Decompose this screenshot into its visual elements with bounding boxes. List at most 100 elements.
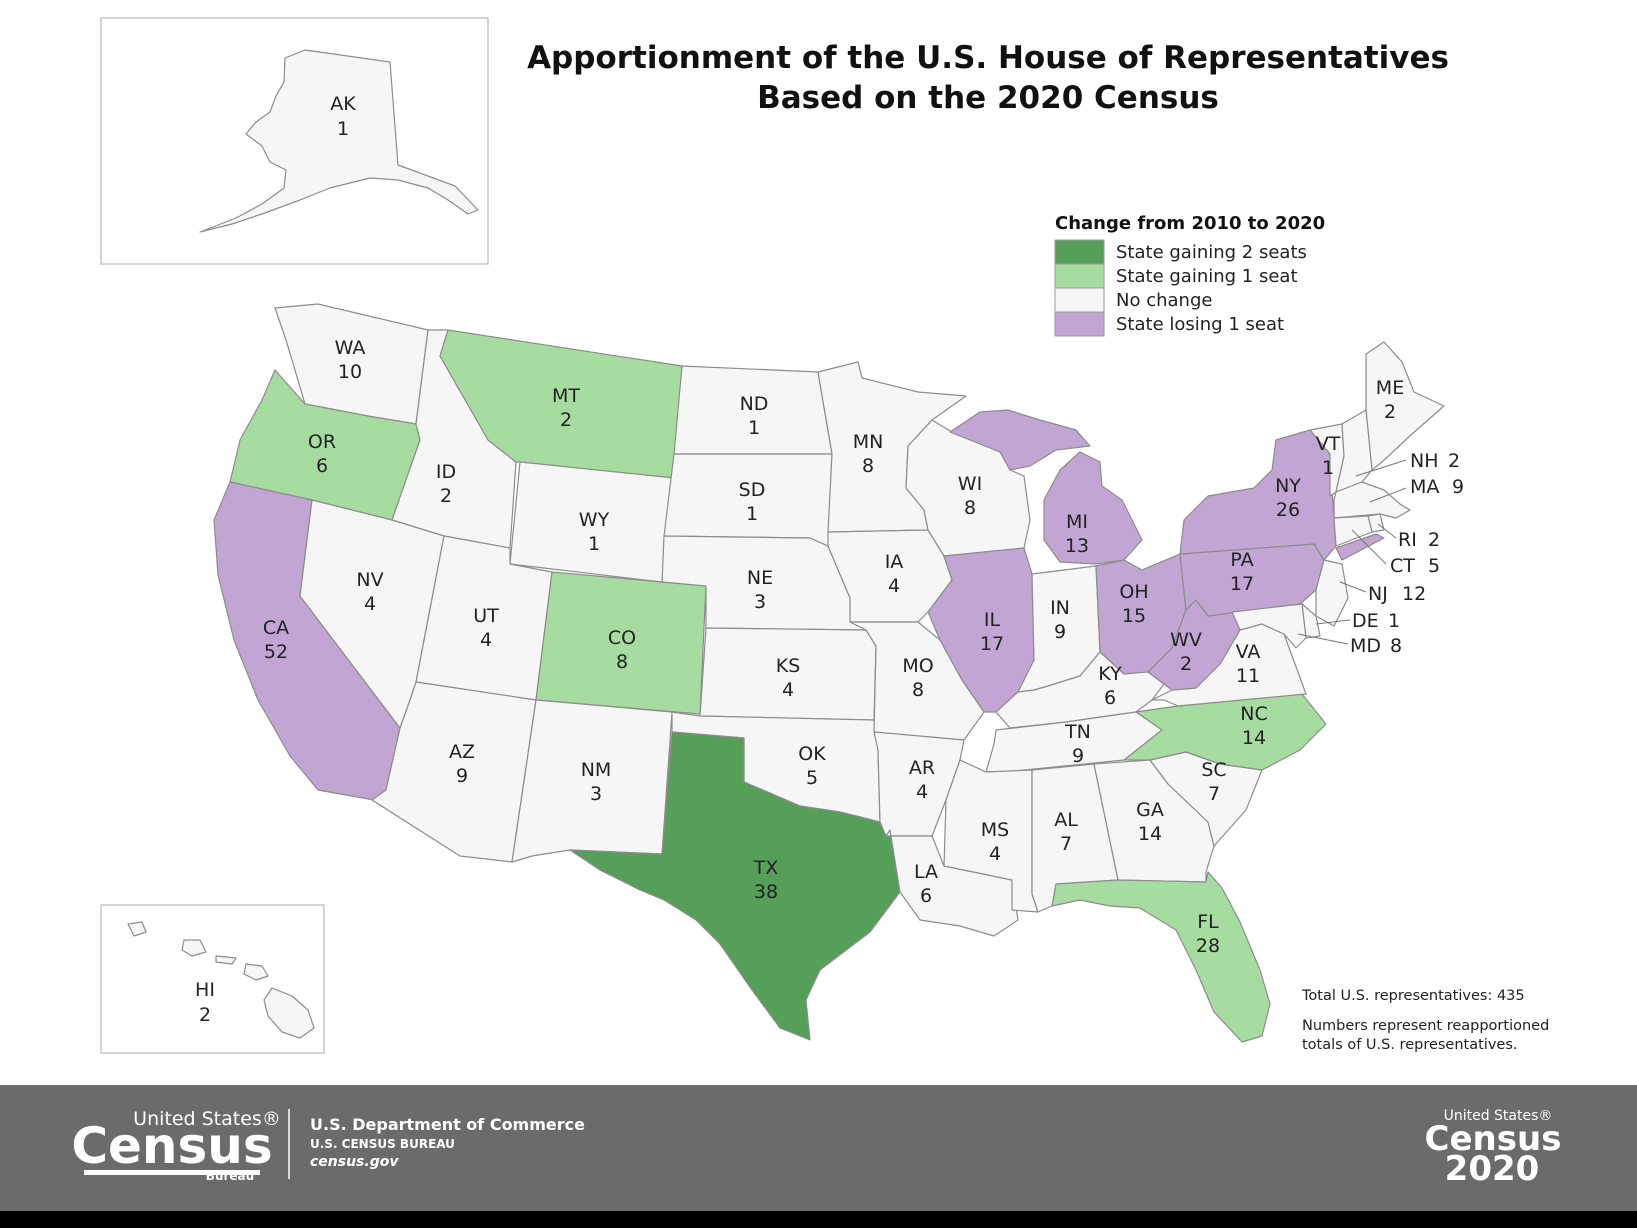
legend-label-gain1: State gaining 1 seat	[1116, 266, 1298, 287]
state-label-vt-seats: 1	[1322, 457, 1334, 479]
state-label-ok-abbr: OK	[798, 743, 826, 765]
state-label-ms-seats: 4	[989, 843, 1001, 865]
state-label-ca-seats: 52	[264, 641, 288, 663]
footer-bar	[0, 1085, 1637, 1211]
state-label-de-abbr: DE	[1352, 610, 1379, 632]
state-labels: WA 10 OR 6 CA 52 ID 2 NV 4 MT 2 WY 1 UT …	[263, 337, 1404, 957]
state-label-az-abbr: AZ	[449, 741, 475, 763]
logo-underline	[84, 1170, 260, 1175]
state-tx[interactable]	[569, 731, 901, 1041]
state-label-va-abbr: VA	[1236, 641, 1261, 663]
state-la[interactable]	[885, 829, 1019, 937]
legend: Change from 2010 to 2020 State gaining 2…	[1054, 213, 1325, 337]
state-label-tn-seats: 9	[1072, 745, 1084, 767]
state-label-wy-seats: 1	[588, 533, 600, 555]
state-label-mt-abbr: MT	[552, 385, 580, 407]
leader-ct	[1351, 529, 1387, 565]
state-label-ri-seats: 2	[1428, 529, 1440, 551]
footer-dept: U.S. Department of Commerce	[310, 1115, 585, 1134]
state-hi-molokai[interactable]	[215, 955, 237, 965]
state-label-ks-seats: 4	[782, 679, 794, 701]
state-hi-kauai[interactable]	[127, 921, 147, 937]
logo2-main-text: Census	[1425, 1119, 1562, 1159]
note-numbers-line2: totals of U.S. representatives.	[1302, 1037, 1518, 1053]
logo-sub-text: Bureau	[206, 1169, 254, 1183]
state-label-fl-abbr: FL	[1197, 911, 1219, 933]
state-label-ut-abbr: UT	[473, 605, 499, 627]
state-ma[interactable]	[1333, 481, 1411, 519]
state-label-de-seats: 1	[1388, 610, 1400, 632]
state-label-oh-seats: 15	[1122, 605, 1146, 627]
callout-labels: NH 2 MA 9 RI 2 CT 5 NJ 12 DE 1 MD 8	[1297, 450, 1464, 657]
state-label-hi-seats: 2	[199, 1004, 211, 1026]
state-label-nd-abbr: ND	[740, 393, 769, 415]
census-2020-logo: United States® Census 2020	[1425, 1108, 1562, 1189]
states-layer	[213, 303, 1445, 1043]
state-label-nh-abbr: NH	[1410, 450, 1439, 472]
leader-de	[1315, 619, 1351, 625]
state-label-sc-seats: 7	[1208, 783, 1220, 805]
state-label-nv-abbr: NV	[356, 569, 383, 591]
leader-ma	[1369, 487, 1407, 503]
state-label-wv-abbr: WV	[1170, 629, 1202, 651]
legend-label-none: No change	[1116, 290, 1212, 311]
state-label-in-abbr: IN	[1050, 597, 1070, 619]
state-il[interactable]	[927, 547, 1035, 713]
state-label-wa-seats: 10	[338, 361, 362, 383]
state-label-tn-abbr: TN	[1064, 721, 1091, 743]
state-label-pa-abbr: PA	[1230, 549, 1253, 571]
state-label-or-abbr: OR	[308, 431, 336, 453]
state-label-ri-abbr: RI	[1398, 529, 1417, 551]
state-label-ak-seats: 1	[337, 118, 349, 140]
state-label-ma-seats: 9	[1452, 476, 1464, 498]
state-label-il-abbr: IL	[984, 609, 1001, 631]
state-label-co-abbr: CO	[608, 627, 636, 649]
state-hi-maui[interactable]	[243, 963, 269, 981]
state-label-wi-seats: 8	[964, 497, 976, 519]
state-label-wa-abbr: WA	[335, 337, 366, 359]
state-co[interactable]	[535, 571, 707, 715]
state-label-wy-abbr: WY	[579, 509, 610, 531]
state-label-sc-abbr: SC	[1201, 759, 1226, 781]
state-hi-islands	[127, 921, 315, 1039]
state-label-nd-seats: 1	[748, 417, 760, 439]
legend-swatch-none	[1054, 287, 1105, 313]
state-label-mi-seats: 13	[1065, 535, 1089, 557]
leader-nj	[1339, 581, 1367, 593]
state-label-nh-seats: 2	[1448, 450, 1460, 472]
state-fl[interactable]	[1051, 871, 1271, 1043]
legend-title: Change from 2010 to 2020	[1055, 213, 1325, 234]
state-label-la-abbr: LA	[914, 861, 938, 883]
state-md[interactable]	[1231, 603, 1307, 649]
state-label-ca-abbr: CA	[263, 617, 289, 639]
state-label-mn-abbr: MN	[853, 431, 884, 453]
state-label-in-seats: 9	[1054, 621, 1066, 643]
state-label-ky-abbr: KY	[1098, 663, 1122, 685]
note-numbers-line1: Numbers represent reapportioned	[1302, 1018, 1549, 1034]
state-label-hi-abbr: HI	[195, 979, 215, 1001]
footer-site-link[interactable]: census.gov	[310, 1154, 399, 1170]
state-label-nm-abbr: NM	[581, 759, 612, 781]
state-label-al-abbr: AL	[1054, 809, 1078, 831]
state-mo[interactable]	[849, 621, 985, 741]
state-hi[interactable]	[263, 987, 315, 1039]
logo-top-text: United States®	[133, 1108, 281, 1130]
leader-ri	[1377, 523, 1397, 539]
state-label-nj-seats: 12	[1402, 583, 1426, 605]
map-title-line1: Apportionment of the U.S. House of Repre…	[527, 40, 1449, 76]
state-label-ga-abbr: GA	[1136, 799, 1164, 821]
logo-main-text: Census	[71, 1117, 272, 1175]
map-title-line2: Based on the 2020 Census	[757, 80, 1219, 116]
state-hi-oahu[interactable]	[181, 939, 207, 957]
state-ak[interactable]	[199, 49, 479, 233]
footer-bureau: U.S. CENSUS BUREAU	[310, 1137, 455, 1151]
state-label-md-seats: 8	[1390, 635, 1402, 657]
state-label-nc-seats: 14	[1242, 727, 1266, 749]
note-total: Total U.S. representatives: 435	[1301, 988, 1525, 1004]
state-nm[interactable]	[511, 699, 673, 863]
state-label-nm-seats: 3	[590, 783, 602, 805]
state-label-ar-abbr: AR	[909, 757, 935, 779]
state-label-ne-seats: 3	[754, 591, 766, 613]
